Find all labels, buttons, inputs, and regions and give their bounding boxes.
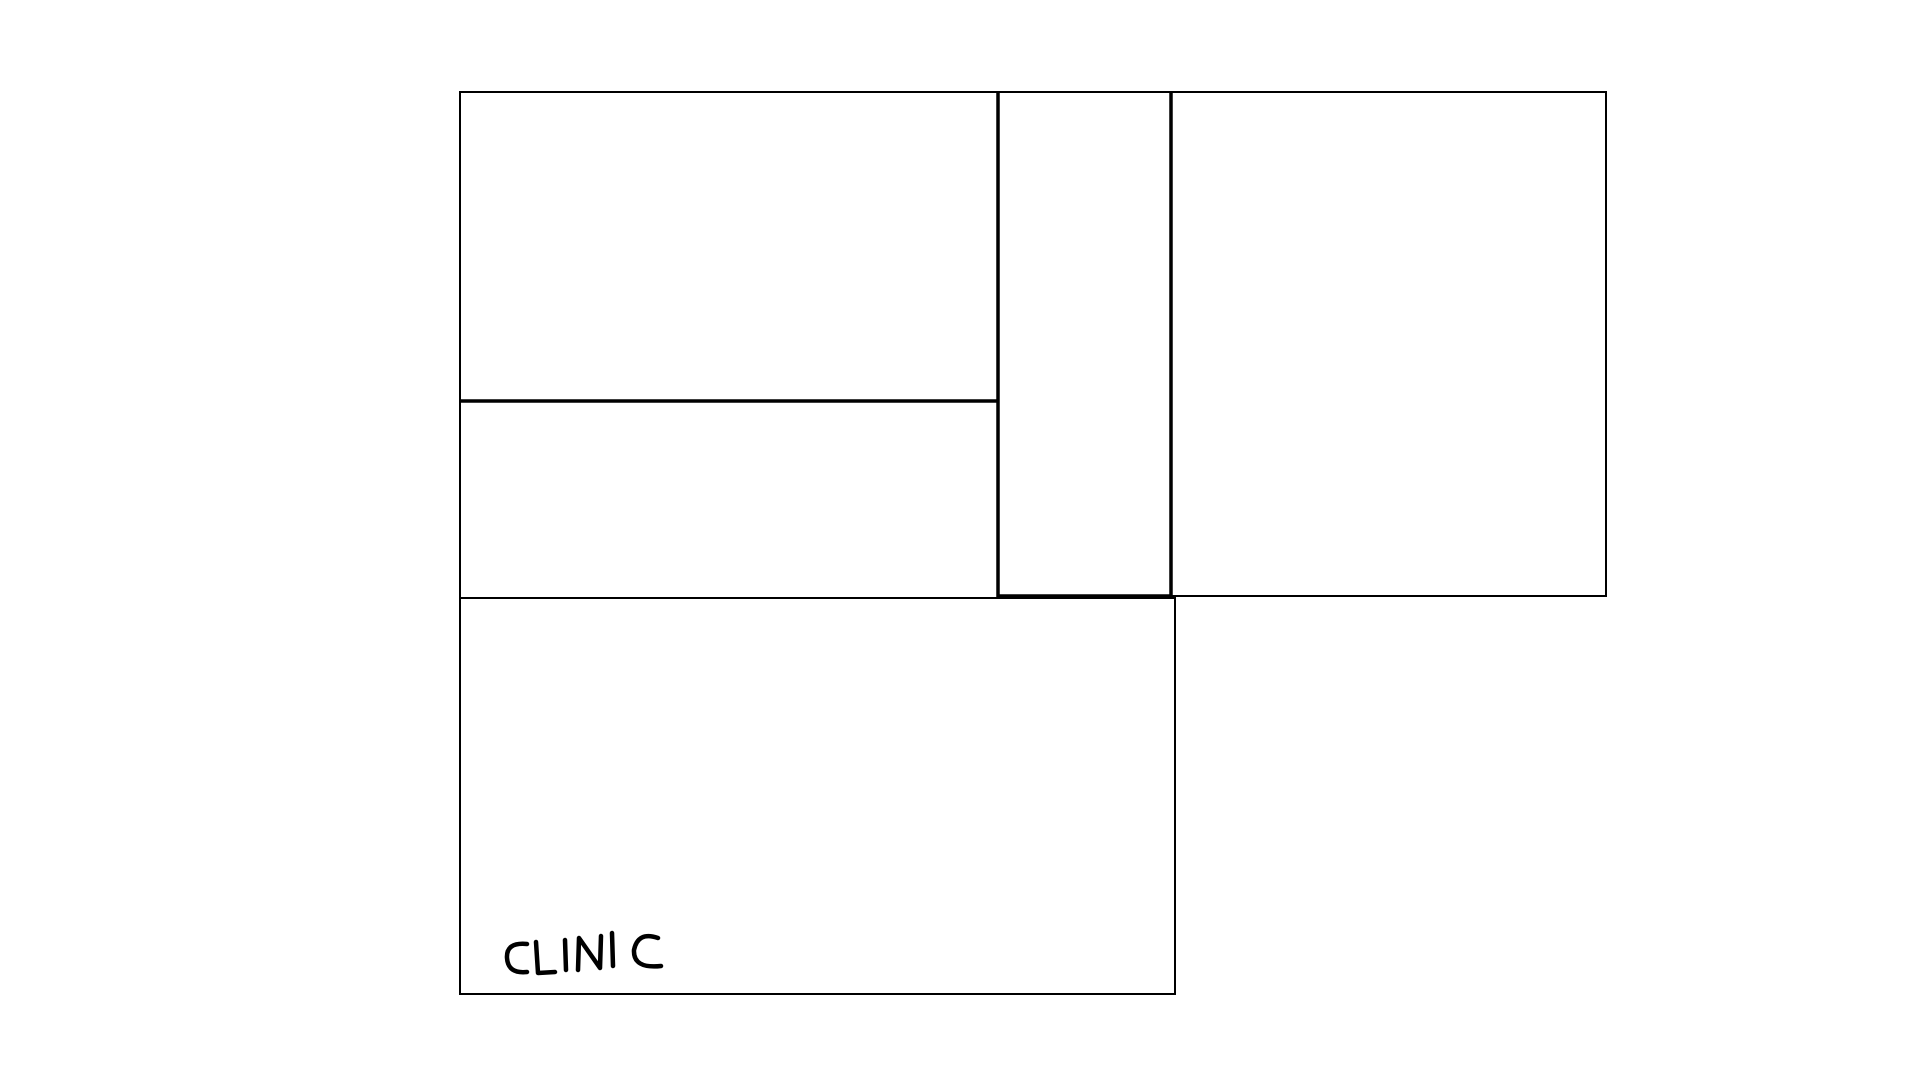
room-clinic: [459, 597, 1176, 995]
room-middle-left: [459, 400, 999, 599]
room-narrow-center: [997, 91, 1172, 597]
clinic-room-label: CLINIC: [505, 938, 665, 978]
room-right: [1170, 91, 1607, 597]
room-top-left: [459, 91, 999, 402]
clinic-handwritten-label: [504, 930, 664, 976]
